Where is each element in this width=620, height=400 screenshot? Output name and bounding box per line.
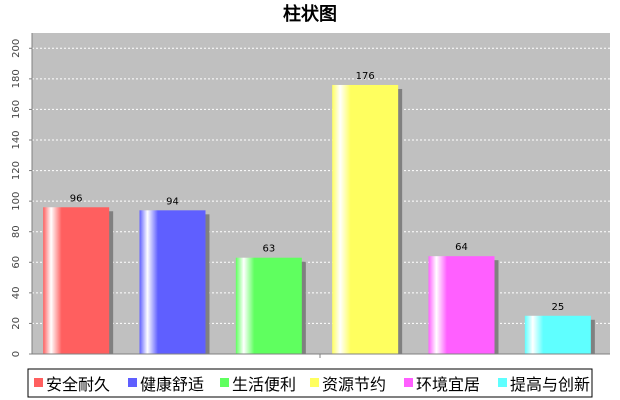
y-tick-label: 180 bbox=[11, 69, 22, 88]
bar-value-label: 94 bbox=[166, 196, 179, 207]
y-axis: 0 20 40 60 80 100 120 140 160 180 200 bbox=[11, 33, 33, 357]
bar bbox=[428, 256, 495, 354]
bar bbox=[139, 210, 206, 354]
legend-swatch bbox=[128, 378, 137, 387]
y-tick-label: 140 bbox=[11, 130, 22, 149]
bar bbox=[43, 207, 110, 354]
gridlines bbox=[32, 47, 610, 324]
bar-value-label: 63 bbox=[262, 244, 275, 255]
bar bbox=[524, 315, 591, 354]
bar bbox=[332, 84, 399, 354]
chart-title: 柱状图 bbox=[283, 3, 337, 25]
y-tick-label: 40 bbox=[11, 286, 22, 299]
legend-label: 安全耐久 bbox=[46, 375, 110, 394]
y-tick-label: 80 bbox=[11, 225, 22, 238]
legend-label: 健康舒适 bbox=[140, 375, 204, 394]
bar-value-label: 64 bbox=[455, 242, 468, 253]
legend-swatch bbox=[498, 378, 507, 387]
legend-swatch bbox=[220, 378, 229, 387]
bar-value-label: 96 bbox=[70, 193, 83, 204]
bar-value-label: 25 bbox=[551, 302, 564, 313]
y-tick-label: 200 bbox=[11, 39, 22, 58]
y-tick-label: 120 bbox=[11, 161, 22, 180]
bar-value-label: 176 bbox=[356, 71, 375, 82]
legend: 安全耐久 健康舒适 生活便利 资源节约 环境宜居 提高与创新 bbox=[27, 368, 593, 398]
x-axis bbox=[32, 353, 610, 358]
plot-area bbox=[32, 33, 610, 354]
y-tick-label: 0 bbox=[11, 351, 22, 357]
bar bbox=[235, 257, 302, 354]
legend-swatch bbox=[404, 378, 413, 387]
y-tick-label: 60 bbox=[11, 256, 22, 269]
bars: 96 94 63 176 64 25 bbox=[43, 71, 595, 354]
y-tick-label: 20 bbox=[11, 317, 22, 330]
legend-label: 生活便利 bbox=[232, 375, 296, 394]
legend-label: 提高与创新 bbox=[510, 375, 590, 394]
y-tick-label: 100 bbox=[11, 192, 22, 211]
legend-swatch bbox=[34, 378, 43, 387]
legend-label: 资源节约 bbox=[322, 375, 386, 394]
legend-swatch bbox=[310, 378, 319, 387]
legend-label: 环境宜居 bbox=[416, 375, 480, 394]
y-tick-label: 160 bbox=[11, 100, 22, 119]
